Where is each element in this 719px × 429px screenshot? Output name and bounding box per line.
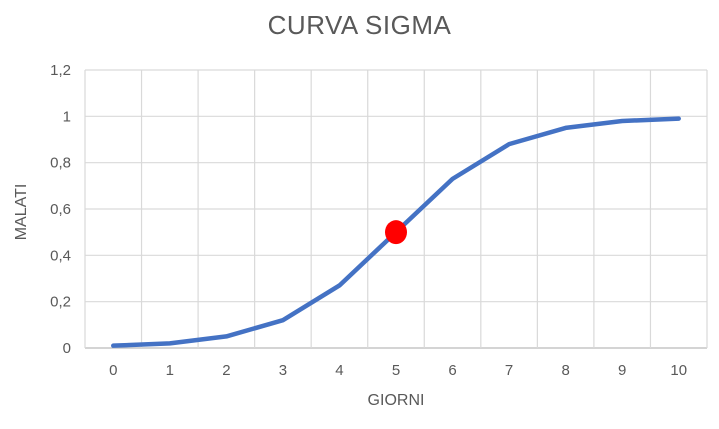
y-tick-label: 0,2 [50, 294, 71, 311]
x-tick-label: 6 [448, 362, 456, 379]
x-tick-label: 7 [505, 362, 513, 379]
x-tick-label: 9 [618, 362, 626, 379]
x-tick-label: 2 [222, 362, 230, 379]
x-axis-title: GIORNI [367, 392, 425, 409]
y-tick-label: 0,8 [50, 155, 71, 172]
y-tick-label: 0 [63, 340, 71, 357]
x-tick-label: 5 [392, 362, 400, 379]
x-tick-label: 4 [335, 362, 343, 379]
x-tick-label: 3 [279, 362, 287, 379]
x-tick-label: 0 [109, 362, 117, 379]
y-tick-label: 0,4 [50, 247, 71, 264]
chart-title: CURVA SIGMA [267, 10, 452, 40]
x-tick-label: 1 [166, 362, 174, 379]
y-tick-label: 1,2 [50, 62, 71, 79]
x-tick-label: 8 [561, 362, 569, 379]
y-tick-label: 1 [63, 108, 71, 125]
y-tick-label: 0,6 [50, 201, 71, 218]
x-tick-label: 10 [670, 362, 687, 379]
midpoint-marker [385, 220, 407, 245]
